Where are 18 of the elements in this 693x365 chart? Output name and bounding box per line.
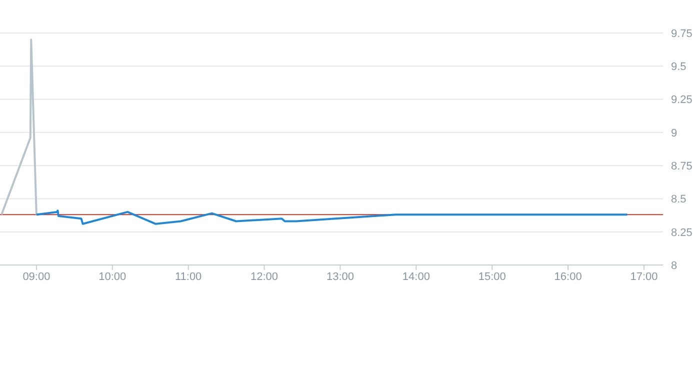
x-tick-label: 10:00: [98, 270, 126, 283]
y-tick-label: 8.25: [671, 226, 692, 239]
line-series: [35, 210, 628, 225]
y-tick-label: 8.75: [671, 160, 692, 172]
x-tick-label: 11:00: [174, 270, 202, 283]
y-tick-label: 9.75: [671, 28, 692, 40]
y-tick-label: 8.5: [671, 194, 686, 206]
x-tick-label: 13:00: [326, 270, 354, 283]
x-tick-label: 16:00: [554, 270, 582, 283]
x-tick-label: 15:00: [478, 270, 506, 283]
x-tick-label: 12:00: [250, 270, 278, 283]
x-tick-label: 09:00: [22, 270, 50, 283]
y-tick-label: 8: [671, 260, 678, 272]
y-tick-label: 9.5: [671, 61, 686, 74]
x-tick-label: 14:00: [402, 270, 430, 283]
x-tick-label: 17:00: [630, 270, 658, 283]
y-tick-label: 9.25: [671, 94, 692, 106]
y-tick-label: 9: [671, 127, 678, 140]
